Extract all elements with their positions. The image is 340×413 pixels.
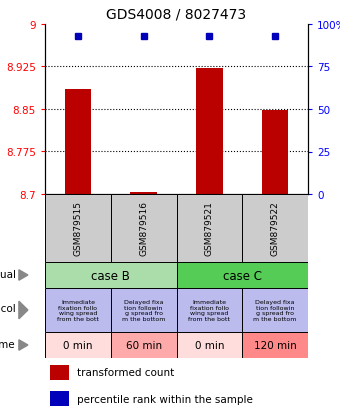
Text: Immediate
fixation follo
wing spread
from the bott: Immediate fixation follo wing spread fro… (57, 299, 99, 321)
Bar (65, 90, 91, 195)
Bar (50, 391, 69, 406)
Text: 60 min: 60 min (125, 340, 162, 350)
Text: GSM879516: GSM879516 (139, 201, 148, 256)
Text: GSM879522: GSM879522 (271, 201, 279, 256)
Text: 0 min: 0 min (194, 340, 224, 350)
Bar (262, 111, 288, 195)
Text: individual: individual (0, 269, 16, 279)
Text: GSM879515: GSM879515 (73, 201, 82, 256)
Text: GSM879521: GSM879521 (205, 201, 214, 256)
Text: transformed count: transformed count (76, 368, 174, 377)
Bar (45, 195, 111, 262)
Text: Delayed fixa
tion followin
g spread fro
m the bottom: Delayed fixa tion followin g spread fro … (122, 299, 165, 321)
Bar (176, 332, 242, 358)
Bar (196, 69, 222, 195)
Bar (242, 195, 308, 262)
Text: Delayed fixa
tion followin
g spread fro
m the bottom: Delayed fixa tion followin g spread fro … (253, 299, 297, 321)
Bar (242, 332, 308, 358)
Bar (111, 195, 176, 262)
Text: Immediate
fixation follo
wing spread
from the bott: Immediate fixation follo wing spread fro… (188, 299, 230, 321)
Bar (111, 332, 176, 358)
Bar (176, 195, 242, 262)
Polygon shape (19, 301, 28, 319)
Text: time: time (0, 339, 16, 349)
Bar (50, 365, 69, 380)
Bar (176, 262, 308, 288)
Bar (45, 332, 111, 358)
Polygon shape (19, 270, 28, 280)
Bar (45, 262, 176, 288)
Bar (176, 288, 242, 332)
Bar (45, 288, 111, 332)
Title: GDS4008 / 8027473: GDS4008 / 8027473 (106, 7, 246, 21)
Bar (111, 288, 176, 332)
Text: protocol: protocol (0, 303, 16, 313)
Text: 120 min: 120 min (254, 340, 296, 350)
Text: case B: case B (91, 269, 130, 282)
Text: 0 min: 0 min (63, 340, 92, 350)
Text: case C: case C (223, 269, 262, 282)
Bar (242, 288, 308, 332)
Polygon shape (19, 340, 28, 350)
Text: percentile rank within the sample: percentile rank within the sample (76, 394, 252, 404)
Bar (131, 193, 157, 195)
